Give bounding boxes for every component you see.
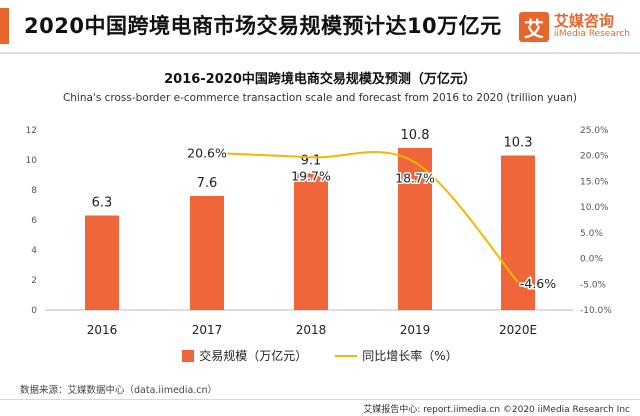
bar-value-label: 7.6 [197, 176, 218, 191]
brand-logo: 艾 艾媒咨询 iiMedia Research [518, 12, 630, 42]
growth-rate-line [206, 151, 519, 283]
chart-title: 2016-2020中国跨境电商交易规模及预测（万亿元） [164, 72, 476, 87]
bar [85, 215, 119, 310]
legend-line-swatch [335, 354, 358, 357]
y-right-tick-label: 5.0% [580, 229, 603, 239]
x-tick-label: 2017 [192, 323, 223, 337]
data-source: 数据来源：艾媒数据中心（data.iimedia.cn） [20, 385, 218, 396]
footer-divider [0, 399, 640, 400]
bar-value-label: 10.3 [504, 136, 533, 151]
y-left-tick-label: 12 [26, 126, 37, 136]
y-right-tick-label: 10.0% [580, 203, 609, 213]
logo-mark: 艾 [518, 12, 549, 42]
bar [294, 173, 328, 310]
y-right-tick-label: 20.0% [580, 152, 609, 162]
y-left-tick-label: 10 [26, 156, 38, 166]
chart-area: 0 2 4 6 8 10 12 -10.0% -5.0% 0.0% 5.0% 10.0% 15.0% 20… [26, 126, 613, 337]
bar-value-label: 9.1 [301, 154, 322, 169]
line-value-label: 18.7% [395, 170, 435, 185]
y-left-tick-label: 6 [31, 216, 37, 226]
bar [190, 196, 224, 310]
y-right-tick-label: 15.0% [580, 177, 609, 187]
legend-item-growth: 同比增长率（%） [335, 347, 458, 364]
footer-credit: 艾媒报告中心: report.iimedia.cn ©2020 iiMedia … [363, 405, 630, 415]
logo-name-cn: 艾媒咨询 [553, 12, 614, 31]
line-value-label: 19.7% [291, 168, 331, 183]
page-title: 2020中国跨境电商市场交易规模预计达10万亿元 [24, 14, 502, 38]
y-left-tick-label: 8 [31, 186, 37, 196]
x-tick-label: 2019 [400, 323, 431, 337]
title-accent-bar [0, 8, 9, 44]
logo-text: 艾媒咨询 iiMedia Research [554, 14, 630, 39]
bar [398, 148, 432, 310]
x-tick-label: 2018 [296, 323, 327, 337]
logo-name-en: iiMedia Research [553, 29, 630, 40]
x-tick-label: 2020E [499, 323, 537, 337]
legend-line-label: 同比增长率（%） [362, 349, 458, 363]
line-value-label: 20.6% [187, 146, 227, 161]
chart-subtitle: China's cross-border e-commerce transact… [62, 92, 578, 104]
legend-item-volume: 交易规模（万亿元） [182, 347, 307, 364]
bar-value-label: 6.3 [92, 196, 113, 211]
y-left-tick-label: 0 [31, 306, 37, 316]
y-right-tick-label: 0.0% [580, 255, 603, 265]
y-left-tick-label: 2 [31, 276, 37, 286]
legend-bar-label: 交易规模（万亿元） [199, 349, 308, 363]
legend-bar-swatch [182, 349, 195, 362]
y-right-tick-label: -10.0% [580, 306, 612, 316]
y-right-tick-label: 25.0% [580, 126, 609, 136]
title-divider [0, 52, 640, 54]
bar-value-label: 10.8 [401, 128, 430, 143]
chart-legend: 交易规模（万亿元） 同比增长率（%） [0, 347, 640, 364]
y-right-tick-label: -5.0% [580, 280, 607, 290]
y-left-tick-label: 4 [31, 246, 37, 256]
bar [501, 155, 535, 310]
x-tick-label: 2016 [87, 323, 118, 337]
line-value-label: -4.6% [520, 276, 556, 291]
